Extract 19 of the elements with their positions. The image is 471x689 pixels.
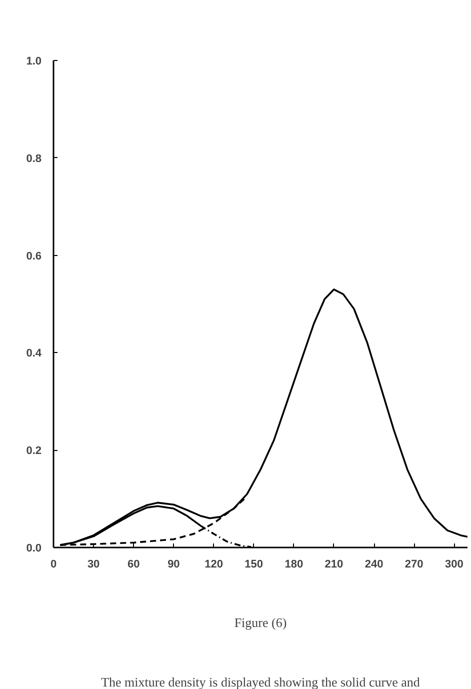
text: Figure (6) xyxy=(234,615,287,630)
text: The mixture density is displayed showing the solid curve and xyxy=(101,674,420,689)
x-tick-label: 300 xyxy=(444,558,464,570)
x-tick-label: 30 xyxy=(87,558,100,570)
y-tick-label: 0.4 xyxy=(26,348,42,360)
y-tick-label: 0.2 xyxy=(26,445,42,458)
y-tick-label: 0.0 xyxy=(26,542,42,554)
x-tick-label: 210 xyxy=(324,558,344,570)
x-tick-label: 90 xyxy=(168,558,180,570)
x-tick-label: 240 xyxy=(364,558,384,570)
x-tick-label: 60 xyxy=(128,558,140,570)
y-tick-label: 0.6 xyxy=(26,250,42,262)
x-tick-label: 150 xyxy=(244,558,264,570)
x-tick-label: 0 xyxy=(50,558,57,570)
x-tick-label: 270 xyxy=(404,558,424,570)
y-tick-label: 1.0 xyxy=(26,56,42,68)
x-tick-label: 180 xyxy=(284,558,304,570)
x-tick-label: 120 xyxy=(204,558,223,570)
y-tick-label: 0.8 xyxy=(26,152,42,165)
